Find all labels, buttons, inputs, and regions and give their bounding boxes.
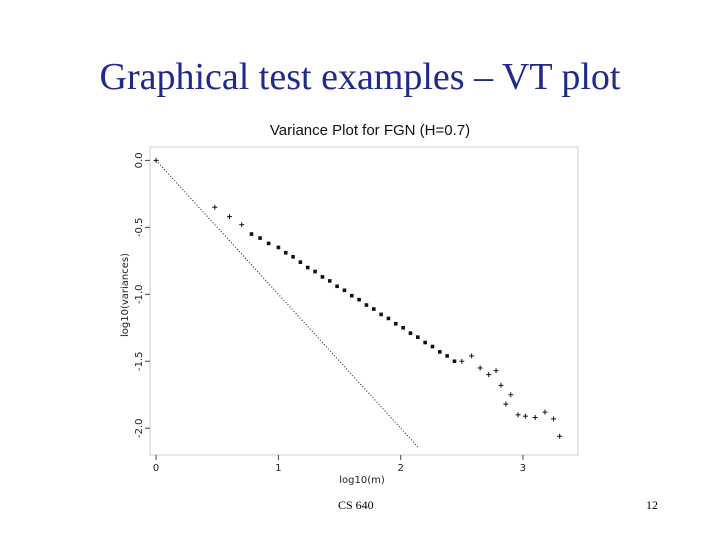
data-point-plus (493, 368, 499, 374)
data-point-square (445, 354, 449, 358)
data-point-plus (557, 433, 563, 439)
data-point-square (408, 331, 413, 335)
y-tick-label: -2.0 (134, 418, 145, 438)
y-tick-label: -1.5 (134, 352, 145, 372)
data-point-square (266, 241, 271, 246)
data-point-plus (515, 412, 521, 418)
data-point-square (386, 316, 391, 321)
data-point-square (320, 275, 325, 279)
data-point-square (349, 293, 354, 298)
page-number: 12 (646, 498, 658, 512)
reference-lines (155, 160, 420, 449)
x-tick-label: 3 (520, 463, 526, 474)
footer-course-label: CS 640 (338, 498, 374, 512)
data-point-square (438, 350, 442, 354)
plot-frame (149, 146, 579, 456)
x-axis-label: log10(m) (339, 475, 385, 486)
data-point-square (416, 335, 420, 339)
y-tick-label: -0.5 (134, 218, 145, 238)
data-point-plus (532, 415, 538, 421)
data-point-plus (486, 372, 492, 378)
y-axis-label: log10(variances) (120, 253, 131, 337)
data-point-square (276, 245, 281, 250)
data-point-plus (239, 222, 245, 228)
data-point-square (430, 344, 435, 349)
data-point-square (249, 232, 254, 236)
data-point-plus (503, 401, 509, 407)
data-point-plus (508, 392, 514, 398)
reference-line (155, 160, 420, 449)
data-point-square (305, 265, 310, 270)
y-tick-label: -1.0 (134, 285, 145, 305)
data-point-square (364, 303, 369, 307)
data-point-square (357, 297, 361, 302)
y-axis: 0.0 -0.5 -1.0 -1.5 -2.0 (134, 147, 151, 455)
data-point-square (313, 269, 317, 274)
data-points (153, 157, 563, 439)
x-tick-label: 1 (275, 463, 281, 474)
data-point-square (291, 255, 295, 259)
data-point-square (327, 279, 332, 283)
data-point-plus (212, 204, 218, 210)
x-tick-label: 0 (153, 463, 159, 474)
y-tick-label: 0.0 (134, 152, 145, 168)
data-point-plus (477, 365, 483, 371)
data-point-square (452, 359, 457, 364)
x-tick-label: 2 (397, 463, 403, 474)
data-point-square (401, 325, 405, 330)
data-point-square (423, 340, 427, 345)
data-point-plus (153, 157, 159, 163)
data-point-square (335, 284, 339, 289)
data-point-plus (542, 409, 548, 415)
data-point-plus (226, 214, 232, 220)
data-point-square (298, 260, 303, 264)
slide-title: Graphical test examples – VT plot (99, 56, 621, 98)
data-point-square (342, 288, 347, 293)
data-point-square (393, 321, 398, 326)
data-point-square (379, 312, 383, 317)
x-axis: 0 1 2 3 (150, 454, 578, 474)
chart-title: Variance Plot for FGN (H=0.7) (270, 122, 470, 139)
data-point-plus (551, 416, 557, 422)
variance-plot-chart: Variance Plot for FGN (H=0.7) 0 1 2 3 0.0 -0… (120, 122, 579, 486)
data-point-plus (498, 382, 504, 388)
data-point-square (283, 250, 288, 255)
data-point-plus (522, 413, 528, 419)
data-point-square (258, 236, 262, 240)
data-point-square (371, 307, 376, 311)
data-point-plus (469, 353, 475, 359)
data-point-plus (459, 358, 465, 364)
